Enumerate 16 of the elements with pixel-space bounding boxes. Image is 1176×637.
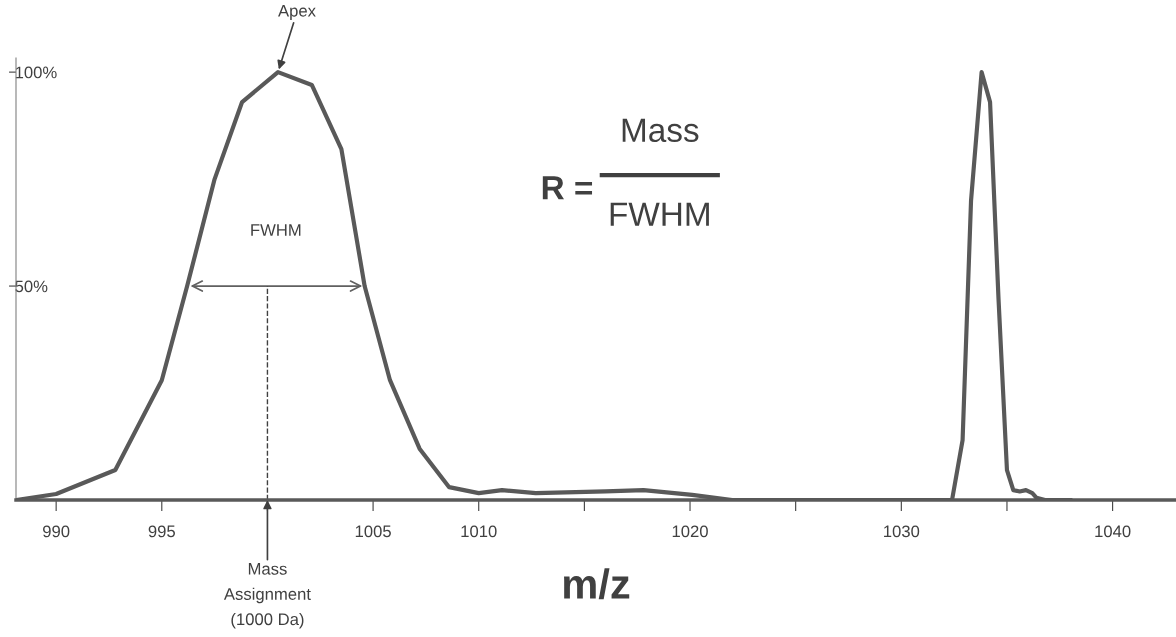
- x-tick-label: 1010: [461, 525, 497, 538]
- annotation: R =: [542, 176, 593, 200]
- ref-line-label: Mass Assignment (1000 Da): [223, 563, 311, 629]
- x-tick-label: 1030: [884, 525, 920, 538]
- x-tick-label: 995: [148, 525, 175, 538]
- annotation: FWHM: [251, 224, 301, 236]
- x-tick-label: 1005: [355, 525, 391, 538]
- y-tick-label: 50%: [15, 280, 48, 293]
- annotation: Apex: [278, 5, 316, 20]
- x-tick-label: 1020: [672, 525, 708, 538]
- x-tick-label: 990: [43, 525, 70, 538]
- y-tick-label: 100%: [15, 66, 57, 79]
- x-tick-label: 1040: [1095, 525, 1131, 538]
- annotation: Mass: [622, 118, 699, 143]
- x-axis-title: m/z: [564, 568, 630, 600]
- annotation: FWHM: [610, 202, 709, 226]
